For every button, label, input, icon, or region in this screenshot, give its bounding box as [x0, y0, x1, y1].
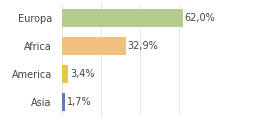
Bar — [62, 37, 126, 55]
Bar — [62, 65, 68, 83]
Bar — [62, 93, 65, 111]
Bar — [62, 9, 183, 27]
Text: 1,7%: 1,7% — [67, 97, 91, 107]
Text: 3,4%: 3,4% — [70, 69, 94, 79]
Text: 32,9%: 32,9% — [128, 41, 158, 51]
Text: 62,0%: 62,0% — [185, 13, 215, 23]
